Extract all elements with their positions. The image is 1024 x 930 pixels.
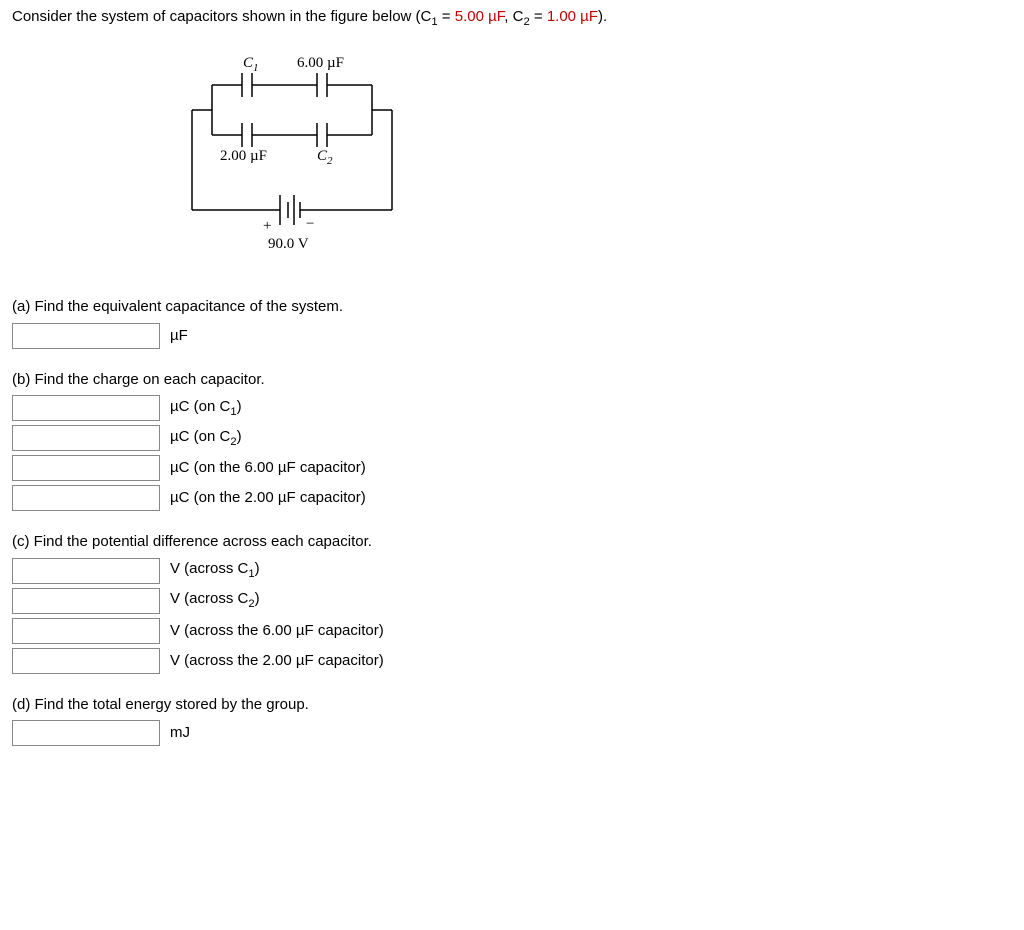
part-c-row-2: V (across the 6.00 µF capacitor) [12,618,1012,644]
bottom-left-label: 2.00 µF [220,148,267,164]
part-c: (c) Find the potential difference across… [12,531,1012,674]
part-b-unit-2: µC (on the 6.00 µF capacitor) [170,457,366,480]
prompt-pre: Consider the system of capacitors shown … [12,8,431,25]
part-d-row-0: mJ [12,720,1012,746]
prompt-eq1: = [438,8,455,25]
part-c-input-1[interactable] [12,588,160,614]
part-b-row-3: µC (on the 2.00 µF capacitor) [12,485,1012,511]
part-b-row-1: µC (on C2) [12,425,1012,451]
prompt-post: ). [598,8,607,25]
part-c-text: (c) Find the potential difference across… [12,531,1012,554]
circuit-figure: C1 6.00 µF 2.00 µF C2 + − 90.0 V [182,45,1012,273]
part-b-row-0: µC (on C1) [12,395,1012,421]
part-b-text: (b) Find the charge on each capacitor. [12,369,1012,392]
part-a-text: (a) Find the equivalent capacitance of t… [12,296,1012,319]
part-c-input-0[interactable] [12,558,160,584]
part-c-row-3: V (across the 2.00 µF capacitor) [12,648,1012,674]
part-a: (a) Find the equivalent capacitance of t… [12,296,1012,349]
part-c-unit-1: V (across C2) [170,588,260,613]
part-a-unit-0: µF [170,325,188,348]
part-b-unit-1: µC (on C2) [170,426,242,451]
part-c-row-0: V (across C1) [12,558,1012,584]
prompt-mid: , C [504,8,523,25]
part-b-input-0[interactable] [12,395,160,421]
part-d: (d) Find the total energy stored by the … [12,694,1012,747]
c1-label: C1 [243,55,259,74]
part-c-unit-0: V (across C1) [170,558,260,583]
part-a-row-0: µF [12,323,1012,349]
part-a-input-0[interactable] [12,323,160,349]
part-b-input-3[interactable] [12,485,160,511]
battery-plus: + [263,218,271,234]
prompt-c1-value: 5.00 µF [455,8,505,25]
part-b-unit-0: µC (on C1) [170,396,242,421]
prompt-eq2: = [530,8,547,25]
part-b: (b) Find the charge on each capacitor. µ… [12,369,1012,512]
part-d-unit-0: mJ [170,722,190,745]
circuit-svg: C1 6.00 µF 2.00 µF C2 + − 90.0 V [182,45,422,265]
part-c-input-2[interactable] [12,618,160,644]
part-d-input-0[interactable] [12,720,160,746]
top-right-label: 6.00 µF [297,55,344,71]
part-c-unit-2: V (across the 6.00 µF capacitor) [170,620,384,643]
part-b-input-2[interactable] [12,455,160,481]
part-b-unit-3: µC (on the 2.00 µF capacitor) [170,487,366,510]
c2-label: C2 [317,148,333,167]
part-d-text: (d) Find the total energy stored by the … [12,694,1012,717]
part-c-row-1: V (across C2) [12,588,1012,614]
part-c-unit-3: V (across the 2.00 µF capacitor) [170,650,384,673]
problem-statement: Consider the system of capacitors shown … [12,6,1012,31]
prompt-c2-value: 1.00 µF [547,8,598,25]
battery-voltage: 90.0 V [268,236,309,252]
part-b-row-2: µC (on the 6.00 µF capacitor) [12,455,1012,481]
part-b-input-1[interactable] [12,425,160,451]
part-c-input-3[interactable] [12,648,160,674]
battery-minus: − [306,216,314,232]
